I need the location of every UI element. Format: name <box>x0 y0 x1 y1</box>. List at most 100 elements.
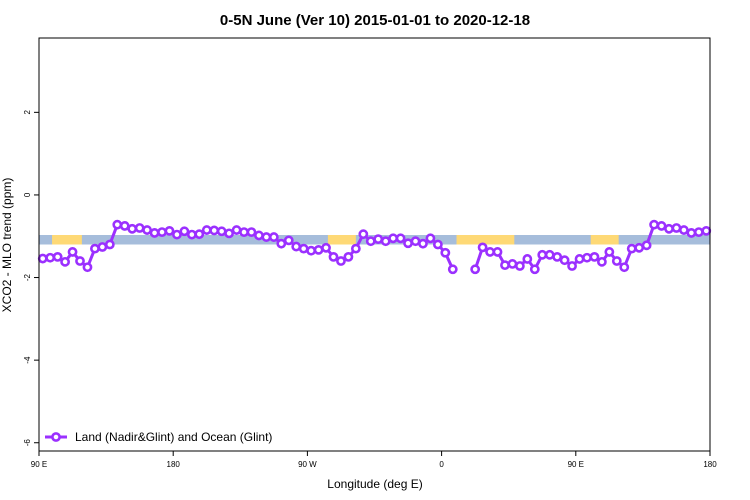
data-point <box>686 228 697 238</box>
data-point <box>500 260 510 271</box>
data-point <box>216 226 227 237</box>
series-layer <box>37 219 712 275</box>
data-point <box>82 262 93 273</box>
data-point <box>112 219 123 230</box>
data-point <box>514 261 525 271</box>
data-point <box>157 227 167 238</box>
data-point <box>298 243 309 254</box>
data-point <box>373 234 384 245</box>
data-point <box>350 243 361 254</box>
data-point <box>403 238 413 249</box>
data-point <box>425 233 436 244</box>
data-point <box>239 227 249 238</box>
data-point <box>552 251 563 262</box>
y-axis: 2 0 -2 -4 -6 <box>23 110 39 447</box>
legend: Land (Nadir&Glint) and Ocean (Glint) <box>45 430 272 444</box>
data-point <box>127 223 138 234</box>
data-point <box>395 233 406 244</box>
data-point <box>224 228 235 239</box>
data-point <box>410 236 421 247</box>
data-point <box>671 223 682 233</box>
data-point <box>313 244 324 255</box>
data-point <box>231 225 242 235</box>
data-point <box>209 225 220 236</box>
data-point <box>37 253 48 264</box>
data-point <box>611 256 622 266</box>
data-point <box>283 235 294 246</box>
data-point <box>559 255 570 266</box>
data-point <box>418 238 428 249</box>
x-tick-label: 0 <box>439 460 444 469</box>
data-point <box>321 242 331 253</box>
data-point <box>388 233 399 244</box>
x-tick-label: 90 E <box>31 460 47 469</box>
data-point <box>649 219 659 230</box>
data-point <box>604 247 615 257</box>
x-tick-label: 90 E <box>568 460 584 469</box>
data-point <box>664 223 674 234</box>
data-point <box>45 252 56 263</box>
data-point <box>701 225 712 236</box>
data-point <box>97 242 108 252</box>
data-point <box>246 227 257 238</box>
y-axis-title: XCO2 - MLO trend (ppm) <box>0 178 14 313</box>
data-point <box>522 254 533 264</box>
data-point <box>194 229 205 240</box>
x-tick-label: 180 <box>703 460 717 469</box>
data-point <box>134 223 145 233</box>
data-point <box>343 251 354 262</box>
legend-point-marker <box>51 432 61 442</box>
land-band-1 <box>327 235 356 245</box>
data-point <box>254 230 264 241</box>
data-point <box>589 251 600 262</box>
x-tick-label: 180 <box>167 460 181 469</box>
data-point <box>172 229 182 240</box>
data-point <box>186 229 197 240</box>
data-point <box>52 251 63 262</box>
data-point <box>567 261 577 271</box>
data-point <box>104 239 115 250</box>
data-point <box>358 229 369 240</box>
data-point <box>656 221 667 231</box>
data-point <box>537 249 548 260</box>
x-axis-title: Longitude (deg E) <box>327 477 422 491</box>
x-tick-label: 90 W <box>298 460 317 469</box>
data-point <box>626 243 637 254</box>
data-point <box>75 256 85 266</box>
data-point <box>432 239 443 250</box>
data-point <box>641 240 652 251</box>
data-point <box>582 252 592 263</box>
data-point <box>574 254 585 264</box>
data-point <box>291 241 302 252</box>
legend-label: Land (Nadir&Glint) and Ocean (Glint) <box>75 430 272 444</box>
y-tick-label: 0 <box>23 192 32 197</box>
data-point <box>142 225 153 235</box>
land-band-3 <box>590 235 619 245</box>
data-point <box>447 264 458 275</box>
data-point <box>90 243 100 254</box>
data-point <box>201 225 212 235</box>
data-point <box>306 245 317 256</box>
data-point <box>485 247 495 257</box>
data-point <box>328 251 339 262</box>
y-tick-label: -2 <box>23 273 32 281</box>
data-point <box>619 262 630 273</box>
data-point <box>507 259 518 269</box>
chart-title: 0-5N June (Ver 10) 2015-01-01 to 2020-12… <box>220 12 530 29</box>
y-tick-label: 2 <box>23 110 32 115</box>
x-axis: 90 E 180 90 W 0 90 E 180 <box>31 451 717 469</box>
data-point <box>544 249 555 260</box>
data-point <box>596 256 607 267</box>
data-point <box>164 225 175 236</box>
data-point <box>440 247 451 258</box>
data-point <box>336 256 346 266</box>
data-point <box>365 236 376 247</box>
y-tick-label: -4 <box>23 356 32 364</box>
y-tick-label: -6 <box>23 439 32 447</box>
data-point <box>679 225 689 235</box>
data-point <box>119 221 130 231</box>
data-point <box>693 227 704 238</box>
data-point <box>67 247 78 257</box>
data-point <box>268 232 279 242</box>
